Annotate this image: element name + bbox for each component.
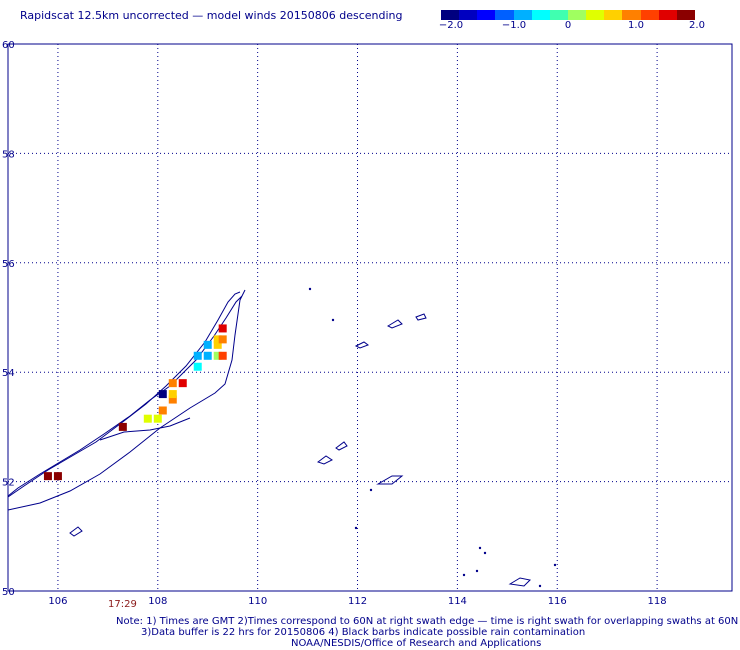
wind-difference-pixel — [168, 390, 177, 399]
wind-difference-pixel — [218, 335, 227, 344]
colorbar-segment — [459, 10, 478, 20]
x-tick-label: 114 — [448, 596, 467, 607]
small-lake — [462, 573, 466, 577]
colorbar-segment — [567, 10, 587, 20]
y-tick-label: 50 — [2, 587, 15, 598]
wind-difference-pixel — [178, 379, 187, 388]
colorbar-tick-label: −1.0 — [501, 20, 527, 31]
x-tick-label: 118 — [648, 596, 667, 607]
wind-difference-pixel — [218, 351, 227, 360]
wind-difference-pixel — [53, 472, 62, 481]
small-lake — [335, 441, 348, 451]
colorbar-segment — [477, 10, 496, 20]
x-tick-label: 116 — [548, 596, 567, 607]
wind-difference-pixel — [203, 351, 212, 360]
y-tick-label: 58 — [2, 149, 15, 160]
wind-difference-pixel — [158, 390, 167, 399]
lake-baikal-outline — [7, 289, 246, 511]
lake-baikal-shore — [7, 291, 241, 498]
colorbar-segment — [441, 10, 460, 20]
wind-difference-pixel — [168, 395, 177, 404]
note-line-1: Note: 1) Times are GMT 2)Times correspon… — [116, 616, 739, 627]
small-lake — [331, 318, 335, 322]
wind-difference-pixel — [218, 324, 227, 333]
small-lake — [386, 319, 403, 329]
small-lake — [316, 455, 333, 465]
y-tick-label: 56 — [2, 259, 15, 270]
wind-difference-pixel — [203, 340, 212, 349]
wind-difference-pixel — [193, 362, 202, 371]
small-lake — [308, 287, 312, 291]
colorbar-tick-label: −2.0 — [438, 20, 464, 31]
wind-difference-pixel — [213, 340, 222, 349]
wind-difference-pixel — [158, 406, 167, 415]
small-lake — [369, 488, 373, 492]
small-lake — [415, 313, 427, 321]
colorbar-segment — [658, 10, 677, 20]
colorbar-tick-label: 1.0 — [628, 20, 644, 31]
wind-difference-pixel — [213, 335, 222, 344]
map-title: Rapidscat 12.5km uncorrected — model win… — [20, 9, 403, 22]
lake-baikal-shore — [99, 417, 191, 441]
plot-frame — [7, 43, 733, 592]
small-lake — [475, 569, 479, 573]
colorbar-segment — [513, 10, 532, 20]
colorbar-tick-label: 2.0 — [689, 20, 705, 31]
small-lake — [354, 526, 358, 530]
wind-difference-pixel — [43, 472, 52, 481]
small-lake — [376, 475, 404, 485]
x-tick-label: 108 — [148, 596, 167, 607]
small-lake — [483, 551, 487, 555]
small-lake — [69, 526, 83, 537]
colorbar-segment — [549, 10, 568, 20]
colorbar-segment — [676, 10, 695, 20]
colorbar — [441, 10, 695, 20]
y-tick-label: 60 — [2, 40, 15, 51]
small-lake — [478, 546, 482, 550]
wind-difference-pixel — [213, 351, 222, 360]
wind-difference-pixel — [153, 414, 162, 423]
small-lake — [508, 577, 532, 587]
colorbar-segment — [586, 10, 605, 20]
wind-difference-pixel — [118, 422, 127, 431]
x-tick-label: 112 — [348, 596, 367, 607]
small-lake — [538, 584, 542, 588]
credit-line: NOAA/NESDIS/Office of Research and Appli… — [291, 638, 542, 649]
colorbar-segment — [531, 10, 550, 20]
colorbar-segment — [640, 10, 659, 20]
note-line-2: 3)Data buffer is 22 hrs for 20150806 4) … — [141, 627, 586, 638]
small-lake — [354, 341, 370, 349]
y-tick-label: 52 — [2, 478, 15, 489]
y-tick-label: 54 — [2, 368, 15, 379]
colorbar-tick-label: 0 — [564, 20, 572, 31]
x-tick-label: 110 — [248, 596, 267, 607]
wind-difference-pixel — [193, 351, 202, 360]
colorbar-segment — [495, 10, 514, 20]
swath-time-label: 17:29 — [108, 599, 137, 610]
small-lake — [553, 563, 557, 567]
wind-difference-pixel — [143, 414, 152, 423]
x-tick-label: 106 — [48, 596, 67, 607]
colorbar-segment — [622, 10, 641, 20]
colorbar-segment — [604, 10, 623, 20]
wind-difference-pixel — [168, 379, 177, 388]
